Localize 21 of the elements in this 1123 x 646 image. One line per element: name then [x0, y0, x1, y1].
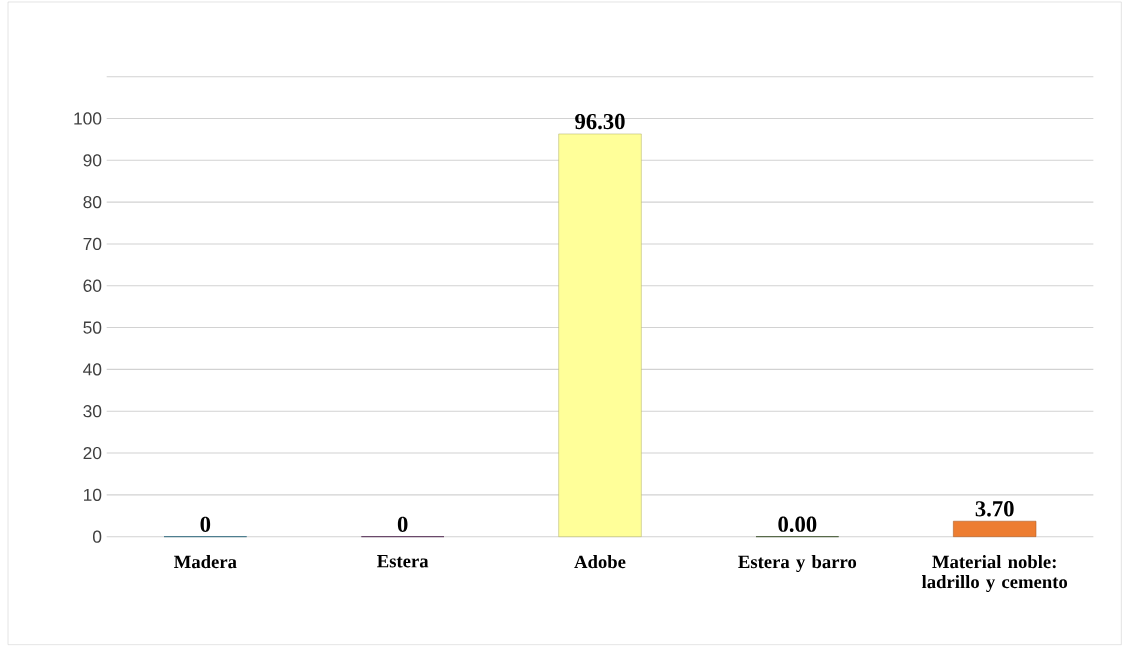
- y-tick-label: 70: [83, 237, 102, 251]
- y-tick-label: 40: [83, 363, 102, 376]
- x-tick-label: Madera: [174, 555, 237, 569]
- data-label: 96.30: [575, 113, 625, 130]
- y-tick-label: 30: [83, 405, 102, 418]
- y-tick-label: 100: [74, 112, 102, 125]
- x-tick-label: Estera y barro: [738, 555, 857, 573]
- y-tick-label: 10: [84, 488, 102, 501]
- x-tick-label: Material noble: ladrillo y cemento: [921, 555, 1068, 593]
- y-tick-label: 50: [83, 321, 102, 334]
- y-tick-label: 80: [83, 195, 102, 209]
- y-tick-label: 0: [92, 530, 102, 543]
- data-label: 0.00: [778, 516, 817, 532]
- y-tick-label: 90: [83, 154, 102, 167]
- x-tick-label: Adobe: [574, 555, 626, 569]
- data-label: 3.70: [975, 501, 1014, 517]
- data-label: 0: [200, 516, 211, 532]
- y-tick-label: 60: [83, 279, 102, 292]
- data-label: 0: [397, 516, 408, 532]
- x-tick-label: Estera: [377, 555, 429, 568]
- y-tick-label: 20: [83, 446, 102, 460]
